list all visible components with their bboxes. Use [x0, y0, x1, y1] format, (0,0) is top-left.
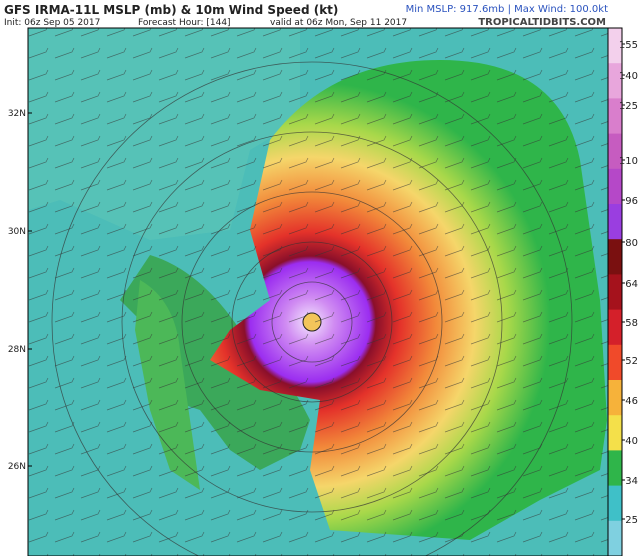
- colorbar-label: 140: [619, 71, 638, 82]
- colorbar-segment: [608, 380, 622, 416]
- colorbar-label: 34: [625, 476, 638, 487]
- forecast-hour: Forecast Hour: [144]: [138, 18, 231, 28]
- colorbar-label: 110: [619, 156, 638, 167]
- colorbar-label: 52: [625, 356, 638, 367]
- title: GFS IRMA-11L MSLP (mb) & 10m Wind Speed …: [4, 3, 338, 17]
- colorbar-label: 80: [625, 238, 638, 249]
- colorbar-segment: [608, 415, 622, 451]
- colorbar-label: 155: [619, 40, 638, 51]
- latitude-label: 30N: [8, 227, 26, 237]
- latitude-label: 26N: [8, 462, 26, 472]
- colorbar-label: 96: [625, 196, 638, 207]
- colorbar-label: 64: [625, 279, 638, 290]
- colorbar-label: 40: [625, 436, 638, 447]
- colorbar-segment: [608, 204, 622, 240]
- colorbar-segment: [608, 344, 622, 381]
- site-name: TROPICALTIDBITS.COM: [478, 17, 606, 28]
- colorbar-segment: [608, 309, 622, 346]
- colorbar-segment: [608, 239, 622, 275]
- colorbar-segment: [608, 28, 622, 64]
- colorbar-segment: [608, 98, 622, 135]
- latitude-label: 28N: [8, 345, 26, 355]
- colorbar-segment: [608, 274, 622, 311]
- storm-stats: Min MSLP: 917.6mb | Max Wind: 100.0kt: [406, 4, 608, 15]
- colorbar-label: 58: [625, 318, 638, 329]
- colorbar-segment: [608, 63, 622, 99]
- colorbar-label: 125: [619, 101, 638, 112]
- init-time: Init: 06z Sep 05 2017: [4, 18, 100, 28]
- colorbar-segment: [608, 485, 622, 522]
- latitude-label: 32N: [8, 109, 26, 119]
- colorbar: 155 140 125 110 96 80 64 58 52 46 40 34 25: [607, 27, 638, 556]
- header-bg: [0, 0, 640, 28]
- colorbar-segment: [608, 450, 622, 487]
- colorbar-segment: [608, 133, 622, 170]
- colorbar-label: 46: [625, 396, 638, 407]
- valid-time: valid at 06z Mon, Sep 11 2017: [270, 18, 407, 28]
- colorbar-label: 25: [625, 515, 638, 526]
- colorbar-segment: [608, 520, 622, 556]
- isobars: [51, 61, 573, 556]
- colorbar-frame: [607, 27, 623, 556]
- colorbar-segment: [608, 168, 622, 205]
